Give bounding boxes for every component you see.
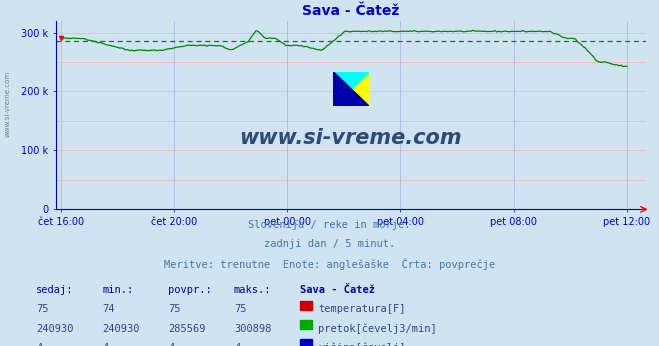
Text: sedaj:: sedaj: [36, 285, 74, 295]
Polygon shape [333, 72, 368, 106]
Text: 75: 75 [234, 304, 246, 315]
Text: 300898: 300898 [234, 324, 272, 334]
Text: zadnji dan / 5 minut.: zadnji dan / 5 minut. [264, 239, 395, 249]
Text: povpr.:: povpr.: [168, 285, 212, 295]
Text: 4: 4 [102, 343, 108, 346]
Text: 285569: 285569 [168, 324, 206, 334]
Text: pretok[čevelj3/min]: pretok[čevelj3/min] [318, 324, 437, 334]
Text: Meritve: trenutne  Enote: anglešaške  Črta: povprečje: Meritve: trenutne Enote: anglešaške Črta… [164, 258, 495, 270]
Text: www.si-vreme.com: www.si-vreme.com [240, 128, 462, 148]
Text: Slovenija / reke in morje.: Slovenija / reke in morje. [248, 220, 411, 230]
Text: 4: 4 [36, 343, 42, 346]
Text: Sava - Čatež: Sava - Čatež [300, 285, 375, 295]
Text: temperatura[F]: temperatura[F] [318, 304, 406, 315]
Text: 75: 75 [36, 304, 49, 315]
Text: 4: 4 [168, 343, 174, 346]
Text: 4: 4 [234, 343, 240, 346]
Text: 240930: 240930 [36, 324, 74, 334]
Text: min.:: min.: [102, 285, 133, 295]
Title: Sava - Čatež: Sava - Čatež [302, 4, 399, 18]
Polygon shape [333, 72, 368, 106]
Polygon shape [333, 72, 368, 106]
Text: 74: 74 [102, 304, 115, 315]
Text: 75: 75 [168, 304, 181, 315]
Text: maks.:: maks.: [234, 285, 272, 295]
Text: višina[čevelj]: višina[čevelj] [318, 343, 406, 346]
Text: www.si-vreme.com: www.si-vreme.com [5, 71, 11, 137]
Text: 240930: 240930 [102, 324, 140, 334]
